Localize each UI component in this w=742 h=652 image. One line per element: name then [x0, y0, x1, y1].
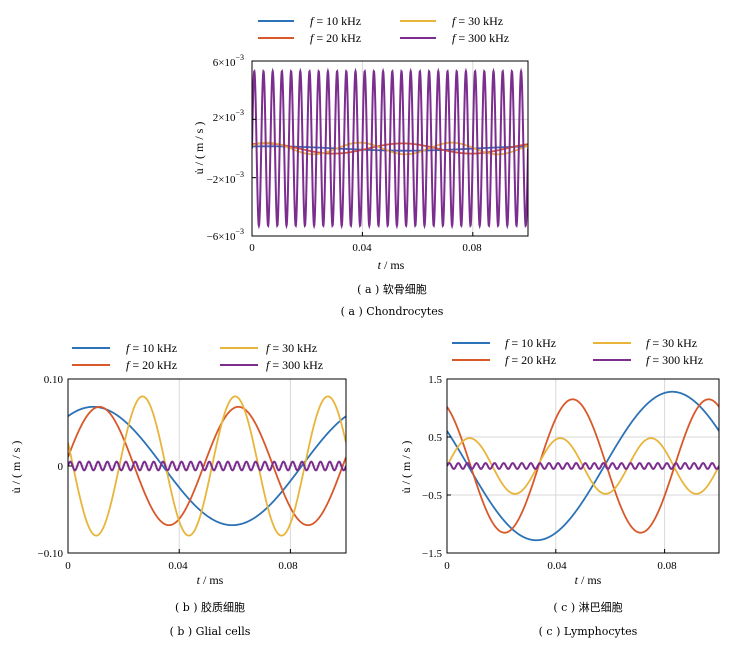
legend-b-label-f30: f = 30 kHz	[266, 341, 317, 355]
xtick-b-2: 0.08	[278, 560, 298, 572]
panel-b-xticks: 0 0.04 0.08	[65, 560, 298, 572]
panel-c-caption-en: ( c ) Lymphocytes	[539, 625, 638, 638]
xtick-a-0: 0	[249, 242, 255, 254]
panel-a-caption-en: ( a ) Chondrocytes	[341, 305, 444, 318]
ytick-b-2: −0.10	[38, 548, 64, 560]
panel-c-xticks: 0 0.04 0.08	[444, 560, 677, 572]
panel-b-yticks: 0.10 0 −0.10	[38, 374, 64, 560]
panel-c-axes-box	[446, 378, 720, 554]
panel-c-ylabel: u̇ / ( m / s )	[399, 441, 413, 494]
legend-c-label-f20: f = 20 kHz	[505, 353, 556, 367]
legend-c-label-f300: f = 300 kHz	[646, 353, 703, 367]
panel-b-glial-cells: f = 10 kHz f = 20 kHz f = 30 kHz f = 300…	[9, 341, 347, 638]
ytick-c-3: −1.5	[422, 548, 442, 560]
legend-c-label-f10: f = 10 kHz	[505, 336, 556, 350]
legend-a-label-f300: f = 300 kHz	[452, 31, 509, 45]
legend-a-label-f10: f = 10 kHz	[310, 14, 361, 28]
panel-c-series-f20	[447, 398, 719, 534]
ytick-c-2: −0.5	[422, 490, 442, 502]
ytick-a-1: 2×10−3	[213, 108, 244, 124]
legend-b-label-f10: f = 10 kHz	[126, 341, 177, 355]
panel-a-chondrocytes: f = 10 kHz f = 20 kHz f = 30 kHz f = 300…	[192, 14, 529, 318]
panel-a-xticks: 0 0.04 0.08	[249, 242, 482, 254]
panel-a-xlabel: t / ms	[378, 258, 405, 272]
ytick-c-0: 1.5	[428, 374, 442, 386]
panel-a-series-f300	[252, 67, 528, 230]
panel-a-ylabel: u̇ / ( m / s )	[192, 122, 206, 175]
panel-c-series-f300	[447, 462, 719, 470]
panel-c-xlabel: t / ms	[575, 573, 602, 587]
ytick-b-0: 0.10	[44, 374, 64, 386]
panel-a-caption-cn: ( a ) 软骨细胞	[357, 282, 427, 296]
ytick-a-3: −6×10−3	[207, 227, 244, 243]
panel-c-legend: f = 10 kHz f = 20 kHz f = 30 kHz f = 300…	[452, 336, 703, 367]
ytick-a-2: −2×10−3	[207, 170, 244, 186]
panel-b-plot-area	[67, 378, 347, 554]
panel-c-series-f10	[447, 390, 719, 542]
legend-a-label-f20: f = 20 kHz	[310, 31, 361, 45]
legend-a-label-f30: f = 30 kHz	[452, 14, 503, 28]
panel-b-ylabel: u̇ / ( m / s )	[9, 441, 23, 494]
panel-a-yticks: 6×10−3 2×10−3 −2×10−3 −6×10−3	[207, 53, 244, 243]
xtick-c-1: 0.04	[547, 560, 567, 572]
panel-b-caption-en: ( b ) Glial cells	[170, 625, 251, 638]
panel-b-series-f30	[68, 395, 346, 537]
panel-a-legend: f = 10 kHz f = 20 kHz f = 30 kHz f = 300…	[258, 14, 509, 45]
legend-b-label-f20: f = 20 kHz	[126, 358, 177, 372]
panel-b-legend: f = 10 kHz f = 20 kHz f = 30 kHz f = 300…	[72, 341, 323, 372]
panel-c-caption-cn: ( c ) 淋巴细胞	[553, 601, 622, 614]
panel-b-caption-cn: ( b ) 胶质细胞	[175, 600, 245, 614]
legend-b-label-f300: f = 300 kHz	[266, 358, 323, 372]
panel-c-yticks: 1.5 0.5 −0.5 −1.5	[422, 374, 442, 560]
legend-c-label-f30: f = 30 kHz	[646, 336, 697, 350]
ytick-b-1: 0	[58, 461, 64, 473]
xtick-a-2: 0.08	[462, 242, 482, 254]
ytick-a-0: 6×10−3	[213, 53, 244, 69]
panel-b-series-f300	[68, 460, 346, 472]
panel-a-axes-box	[251, 60, 529, 237]
panel-c-plot-area	[446, 378, 720, 554]
xtick-b-0: 0	[65, 560, 71, 572]
xtick-c-2: 0.08	[657, 560, 677, 572]
xtick-b-1: 0.04	[168, 560, 188, 572]
panel-b-xlabel: t / ms	[197, 573, 224, 587]
panel-b-series-f20	[68, 405, 346, 527]
xtick-a-1: 0.04	[352, 242, 372, 254]
xtick-c-0: 0	[444, 560, 450, 572]
panel-a-plot-area	[251, 60, 529, 237]
panel-c-lymphocytes: f = 10 kHz f = 20 kHz f = 30 kHz f = 300…	[399, 336, 720, 638]
ytick-c-1: 0.5	[428, 432, 442, 444]
